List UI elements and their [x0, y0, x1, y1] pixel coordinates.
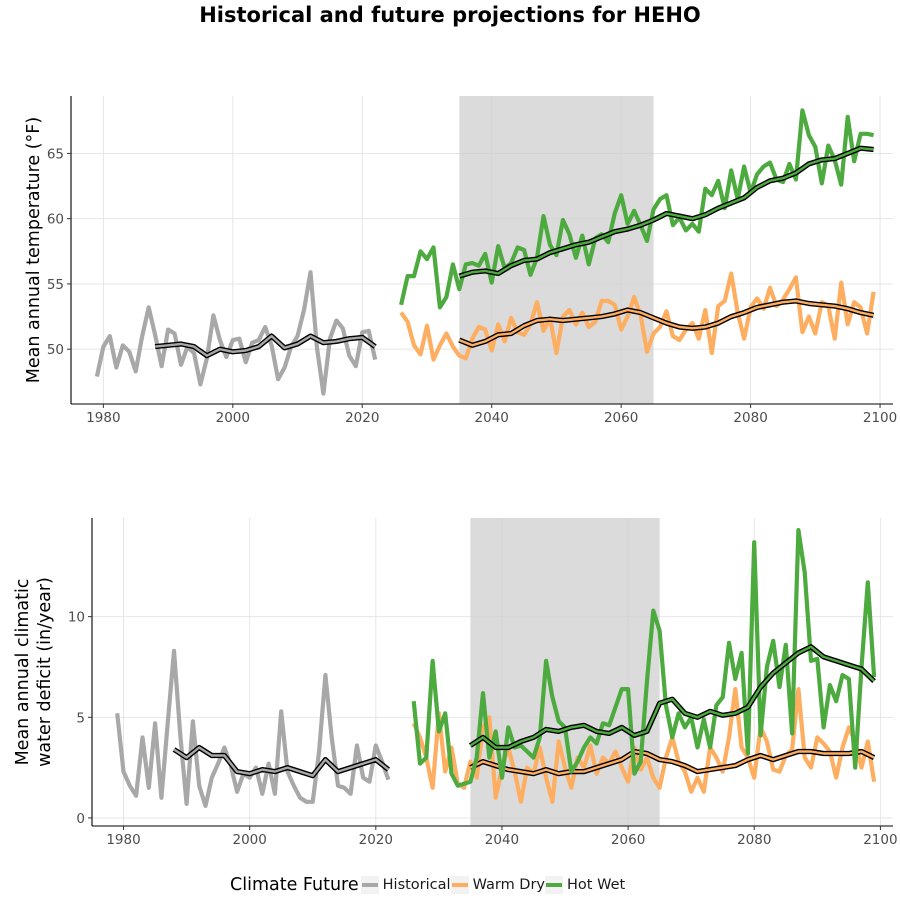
x-tick-label-2020: 2020	[359, 832, 393, 848]
y-tick-label-60: 60	[47, 212, 64, 228]
x-tick-label-2040: 2040	[485, 832, 519, 848]
series-hot-wet	[411, 527, 877, 788]
series-line-historical	[94, 270, 378, 396]
x-tick-label-2100: 2100	[863, 410, 897, 426]
x-tick-label-2100: 2100	[863, 832, 897, 848]
series-line-hot-wet	[399, 108, 875, 310]
x-tick-label-1980: 1980	[86, 410, 120, 426]
series-line-warm-dry-smoothed	[469, 750, 875, 775]
series-hot-wet	[399, 108, 875, 310]
legend: Climate Future Historical Warm Dry Hot W…	[230, 874, 625, 896]
legend-label-hot-wet: Hot Wet	[567, 877, 626, 893]
x-tick-label-2020: 2020	[345, 410, 379, 426]
y-tick-label-5: 5	[76, 710, 85, 726]
x-tick-label-2060: 2060	[604, 410, 638, 426]
y-axis-title-line-1: Mean annual temperature (°F)	[24, 117, 44, 383]
y-tick-label-65: 65	[47, 146, 64, 162]
series-historical-smoothed	[172, 744, 391, 779]
x-tick-label-1980: 1980	[106, 832, 140, 848]
x-tick-label-2040: 2040	[475, 410, 509, 426]
y-axis-title: Mean annual temperature (°F)	[24, 117, 44, 383]
legend-title: Climate Future	[230, 875, 359, 895]
legend-item-warm-dry: Warm Dry	[450, 876, 546, 894]
x-tick-label-2080: 2080	[733, 410, 767, 426]
series-historical	[115, 648, 391, 809]
x-tick-label-2080: 2080	[737, 832, 771, 848]
series-line-hot-wet-smoothed	[469, 645, 875, 749]
series-line-warm-dry-smoothed	[458, 299, 874, 347]
series-warm-dry	[399, 271, 876, 362]
series-line-warm-dry	[411, 686, 877, 804]
series-hot-wet-smoothed	[458, 145, 874, 279]
legend-item-historical: Historical	[360, 876, 451, 894]
legend-label-warm-dry: Warm Dry	[472, 877, 546, 893]
legend-label-historical: Historical	[382, 877, 451, 893]
legend-key-warm-dry	[450, 876, 469, 894]
y-axis-title-line-2: water deficit (in/year)	[35, 577, 55, 767]
series-historical	[94, 270, 378, 396]
series-warm-dry	[411, 686, 877, 804]
series-hot-wet-smoothed	[468, 644, 876, 751]
series-line-historical-smoothed	[154, 334, 376, 357]
series-line-warm-dry	[399, 271, 876, 362]
x-tick-label-2060: 2060	[611, 832, 645, 848]
series-warm-dry-smoothed	[458, 298, 875, 348]
y-tick-label-0: 0	[76, 811, 85, 827]
y-axis-title-line-1: Mean annual climatic	[13, 579, 33, 766]
legend-item-hot-wet: Hot Wet	[545, 876, 625, 894]
series-warm-dry-smoothed	[469, 748, 876, 777]
series-historical-smoothed	[154, 333, 377, 359]
series-line-hot-wet	[411, 527, 877, 788]
legend-key-historical	[360, 876, 379, 894]
y-tick-label-50: 50	[47, 342, 64, 358]
series-line-hot-wet-smoothed	[458, 146, 874, 278]
y-axis-title: Mean annual climatic water deficit (in/ye…	[13, 577, 55, 767]
x-tick-label-2000: 2000	[232, 832, 266, 848]
chart-title: Historical and future projections for HE…	[199, 3, 701, 27]
y-tick-label-55: 55	[47, 277, 64, 293]
series-line-historical-smoothed	[173, 746, 390, 777]
y-tick-label-10: 10	[68, 610, 85, 626]
panel-2: 1980 2000 2020 2040 2060 2080 2100 0 5 10 Mean ann…	[13, 518, 898, 848]
series-line-historical	[115, 648, 391, 809]
panel-1: 1980 2000 2020 2040 2060 2080 2100 50 55 60 65Mean…	[24, 96, 897, 426]
legend-key-hot-wet	[545, 876, 564, 894]
x-tick-label-2000: 2000	[216, 410, 250, 426]
